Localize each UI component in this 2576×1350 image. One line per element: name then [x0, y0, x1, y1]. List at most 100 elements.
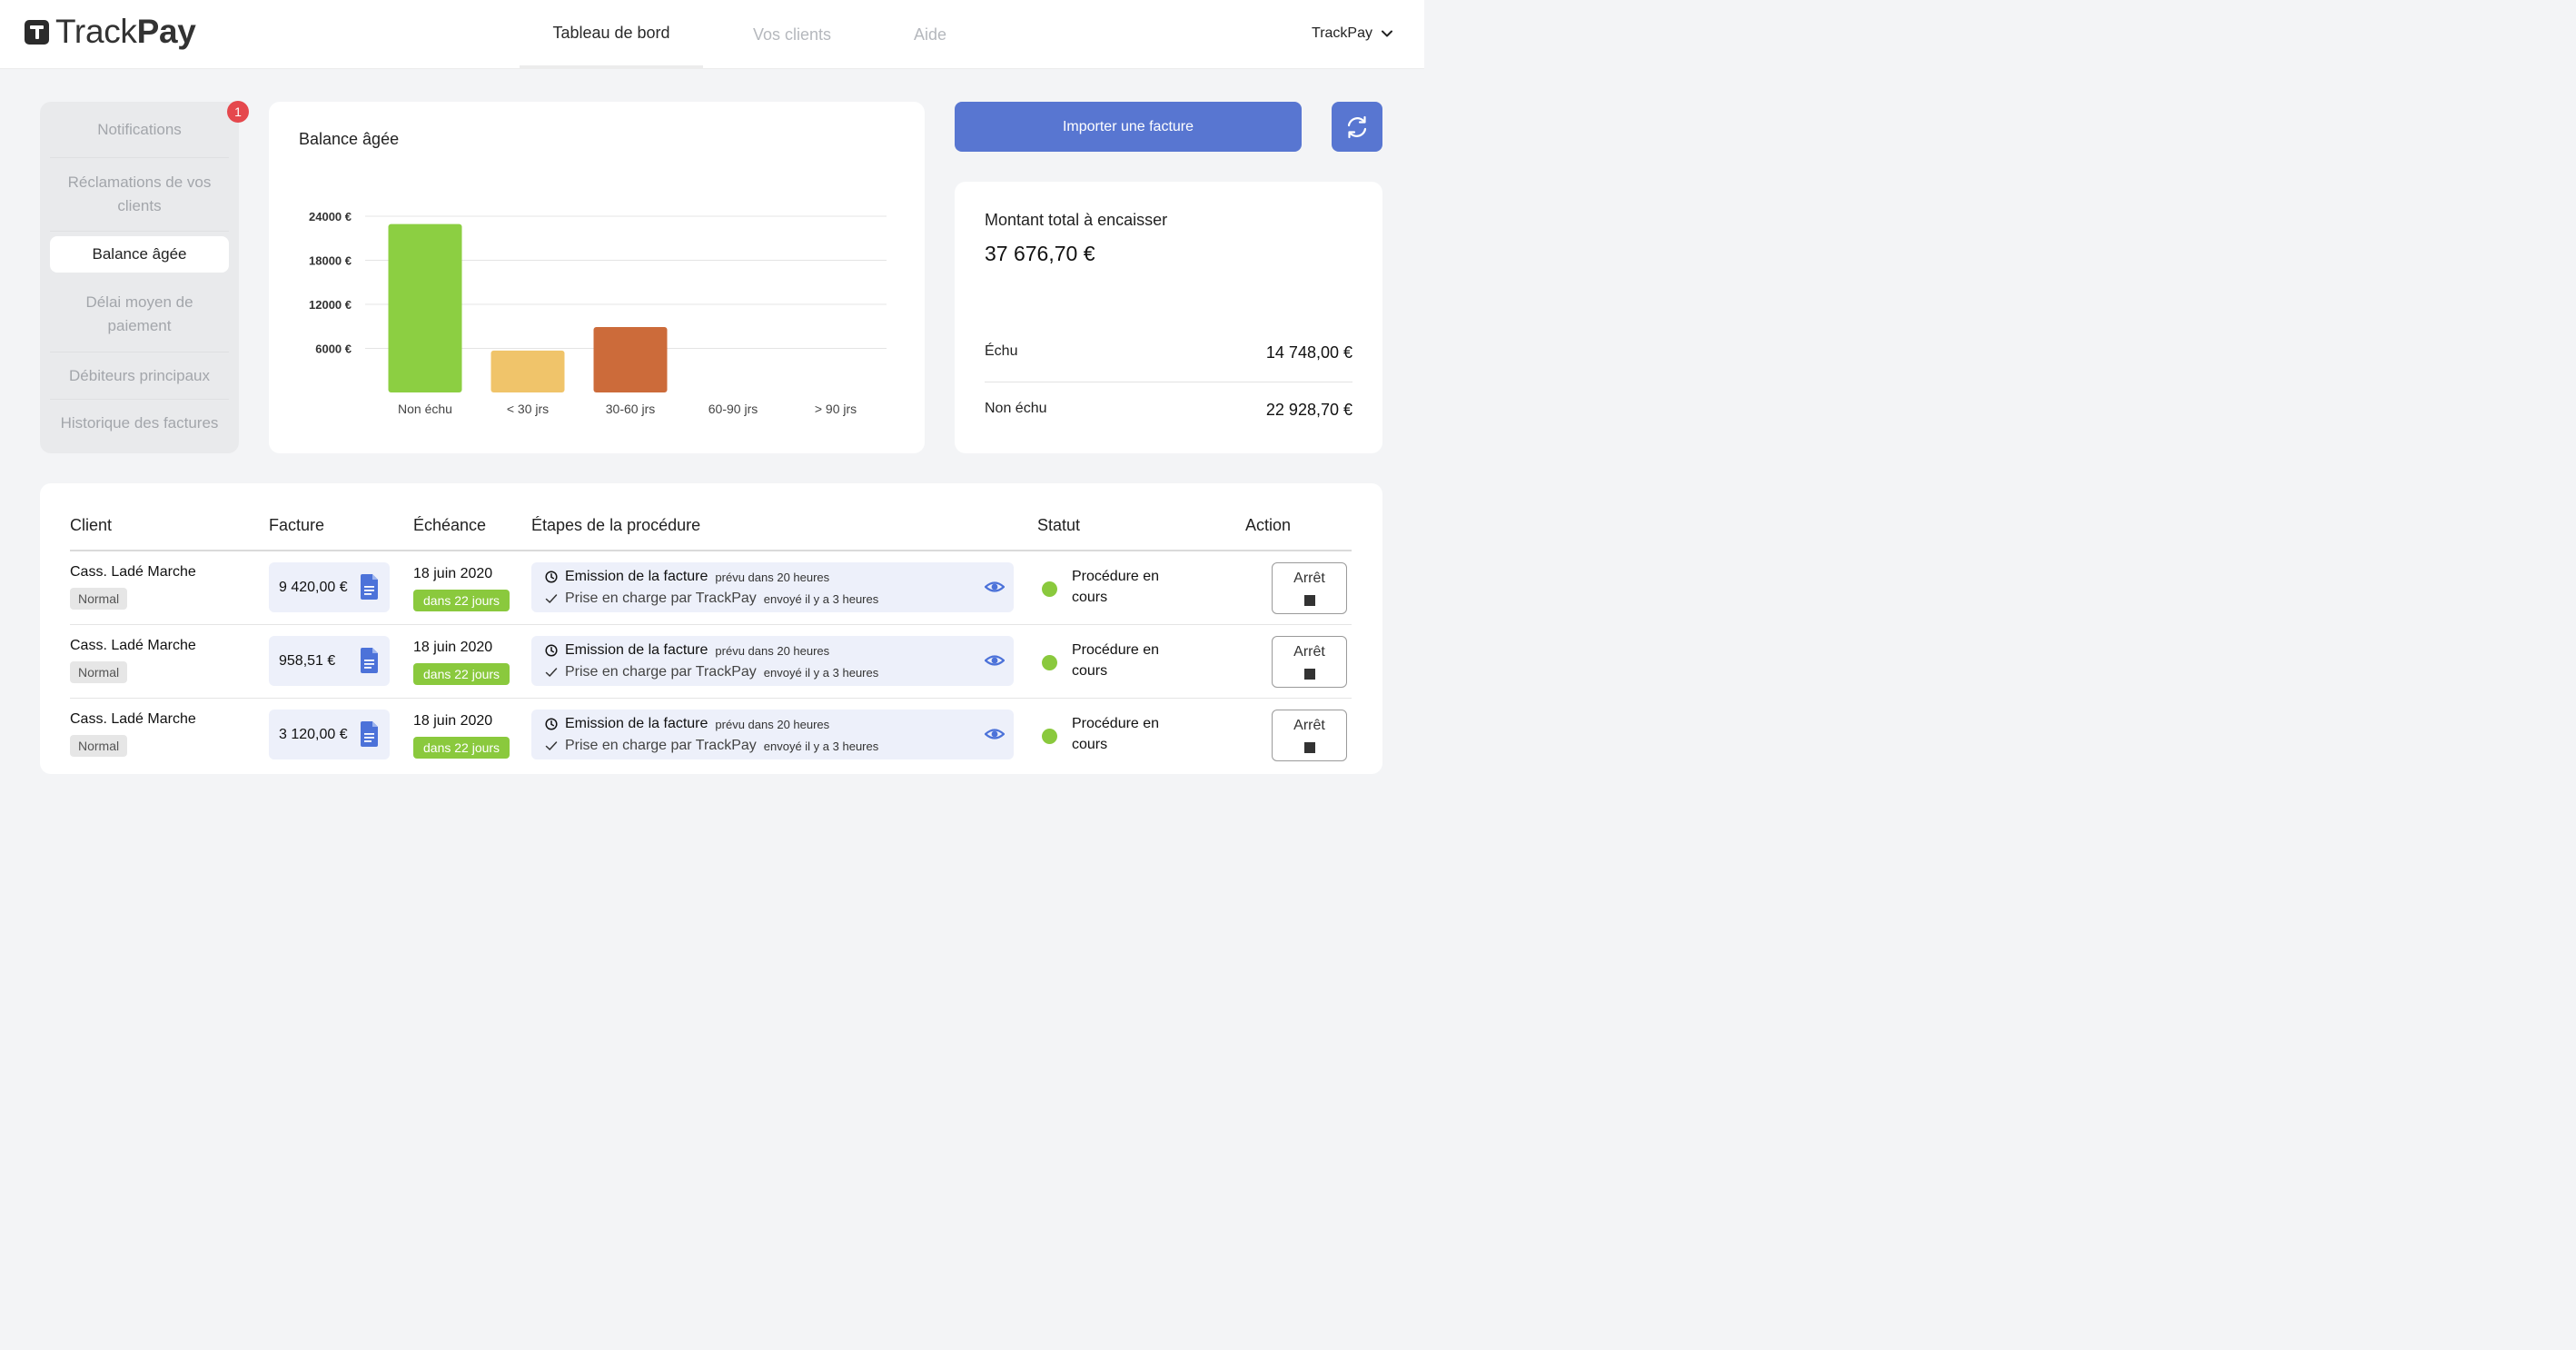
aged-balance-card: Balance âgée 6000 € 12000 € 18000 € 24000 €… — [269, 102, 925, 453]
check-icon — [545, 741, 558, 750]
stop-button[interactable]: Arrêt — [1272, 636, 1347, 688]
chart-title: Balance âgée — [299, 130, 400, 148]
refresh-button[interactable] — [1332, 102, 1382, 152]
check-icon — [545, 668, 558, 677]
step-scheduled: Emission de la facture prévu dans 20 heu… — [545, 642, 829, 659]
document-icon — [361, 648, 378, 673]
client-name[interactable]: Cass. Ladé Marche — [70, 638, 196, 653]
import-invoice-button[interactable]: Importer une facture — [955, 102, 1302, 152]
due-date: 18 juin 2020 — [413, 713, 493, 729]
overdue-label: Échu — [985, 343, 1018, 359]
due-countdown-tag: dans 22 jours — [413, 590, 510, 611]
stop-button[interactable]: Arrêt — [1272, 562, 1347, 614]
chevron-down-icon — [1382, 30, 1392, 37]
check-icon — [545, 594, 558, 603]
overdue-value: 14 748,00 € — [1265, 343, 1352, 362]
nav-tab-dashboard[interactable]: Tableau de bord — [520, 0, 703, 69]
bar — [593, 327, 668, 392]
step-detail: envoyé il y a 3 heures — [763, 739, 879, 753]
invoice-amount-chip[interactable]: 958,51 € — [269, 636, 390, 686]
stop-label: Arrêt — [1293, 718, 1325, 733]
clock-icon — [545, 571, 558, 583]
not-due-label: Non échu — [985, 401, 1047, 416]
invoice-amount-chip[interactable]: 3 120,00 € — [269, 710, 390, 759]
total-amount: 37 676,70 € — [985, 242, 1095, 265]
invoices-table: Client Facture Échéance Étapes de la pro… — [40, 483, 1382, 774]
x-tick-label: Non échu — [398, 402, 452, 416]
eye-icon[interactable] — [985, 578, 1005, 596]
account-menu[interactable]: TrackPay — [1312, 0, 1393, 67]
aged-balance-chart: 6000 € 12000 € 18000 € 24000 € Non échu < 30 … — [309, 210, 887, 416]
column-header-steps: Étapes de la procédure — [531, 516, 701, 534]
sidebar-item-avg-payment-delay[interactable]: Délai moyen de paiement — [50, 277, 229, 352]
sidebar-item-notifications[interactable]: Notifications — [50, 102, 229, 158]
x-tick-label: < 30 jrs — [507, 402, 549, 416]
due-date: 18 juin 2020 — [413, 640, 493, 655]
step-title: Prise en charge par TrackPay — [565, 664, 757, 680]
sidebar-item-top-debtors[interactable]: Débiteurs principaux — [50, 352, 229, 400]
step-title: Emission de la facture — [565, 569, 708, 584]
status-text: Procédure en cours — [1072, 569, 1160, 605]
stop-button[interactable]: Arrêt — [1272, 710, 1347, 761]
step-detail: prévu dans 20 heures — [715, 717, 830, 731]
step-done: Prise en charge par TrackPay envoyé il y… — [545, 738, 878, 754]
trackpay-logo-icon — [25, 19, 49, 45]
invoice-amount-chip[interactable]: 9 420,00 € — [269, 562, 390, 612]
table-row: Cass. Ladé Marche Normal 3 120,00 € 18 j… — [70, 699, 1352, 772]
y-tick-label: 24000 € — [309, 210, 352, 223]
invoice-amount: 9 420,00 € — [279, 579, 348, 595]
app-logo[interactable]: TrackPay — [25, 13, 196, 51]
eye-icon[interactable] — [985, 651, 1005, 670]
step-scheduled: Emission de la facture prévu dans 20 heu… — [545, 716, 829, 732]
status-dot — [1042, 655, 1057, 670]
y-tick-label: 12000 € — [309, 298, 352, 312]
y-tick-label: 6000 € — [315, 342, 352, 356]
sidebar-item-aged-balance[interactable]: Balance âgée — [50, 236, 229, 273]
due-date: 18 juin 2020 — [413, 566, 493, 581]
bar — [388, 223, 462, 392]
sidebar-item-claims[interactable]: Réclamations de vos clients — [50, 158, 229, 232]
client-name[interactable]: Cass. Ladé Marche — [70, 711, 196, 727]
nav-tab-clients[interactable]: Vos clients — [752, 25, 832, 44]
step-detail: envoyé il y a 3 heures — [763, 591, 879, 606]
priority-tag: Normal — [70, 661, 128, 683]
stop-square-icon — [1303, 595, 1315, 606]
not-due-value: 22 928,70 € — [1265, 401, 1352, 419]
status-text: Procédure en cours — [1072, 642, 1160, 679]
column-header-invoice: Facture — [269, 516, 325, 534]
step-detail: prévu dans 20 heures — [715, 643, 830, 658]
step-detail: prévu dans 20 heures — [715, 570, 830, 584]
table-row: Cass. Ladé Marche Normal 9 420,00 € 18 j… — [70, 551, 1352, 625]
dashboard-sidebar: Notifications Réclamations de vos client… — [40, 102, 239, 453]
x-tick-label: 30-60 jrs — [606, 402, 655, 416]
client-name[interactable]: Cass. Ladé Marche — [70, 564, 196, 580]
procedure-steps: Emission de la facture prévu dans 20 heu… — [531, 562, 1014, 612]
nav-tab-help[interactable]: Aide — [913, 25, 947, 44]
status-dot — [1042, 581, 1057, 597]
step-done: Prise en charge par TrackPay envoyé il y… — [545, 664, 878, 680]
clock-icon — [545, 644, 558, 657]
column-header-due: Échéance — [413, 516, 487, 534]
main-nav: Tableau de bord Vos clients Aide — [520, 0, 979, 69]
procedure-steps: Emission de la facture prévu dans 20 heu… — [531, 636, 1014, 686]
eye-icon[interactable] — [985, 725, 1005, 743]
stop-label: Arrêt — [1293, 571, 1325, 586]
step-title: Emission de la facture — [565, 716, 708, 731]
table-row: Cass. Ladé Marche Normal 958,51 € 18 jui… — [70, 625, 1352, 699]
x-tick-label: > 90 jrs — [815, 402, 857, 416]
priority-tag: Normal — [70, 588, 128, 610]
step-title: Prise en charge par TrackPay — [565, 591, 757, 606]
step-done: Prise en charge par TrackPay envoyé il y… — [545, 591, 878, 607]
due-countdown-tag: dans 22 jours — [413, 737, 510, 759]
bar — [490, 350, 565, 392]
invoice-amount: 3 120,00 € — [279, 726, 348, 742]
step-scheduled: Emission de la facture prévu dans 20 heu… — [545, 569, 829, 585]
column-header-status: Statut — [1037, 516, 1081, 534]
refresh-icon — [1347, 115, 1367, 138]
app-name: TrackPay — [55, 13, 196, 50]
header-divider — [70, 550, 1352, 551]
sidebar-item-invoice-history[interactable]: Historique des factures — [60, 414, 219, 432]
clock-icon — [545, 718, 558, 730]
x-tick-label: 60-90 jrs — [708, 402, 758, 416]
total-receivable-card: Montant total à encaisser 37 676,70 € Éc… — [955, 182, 1382, 453]
